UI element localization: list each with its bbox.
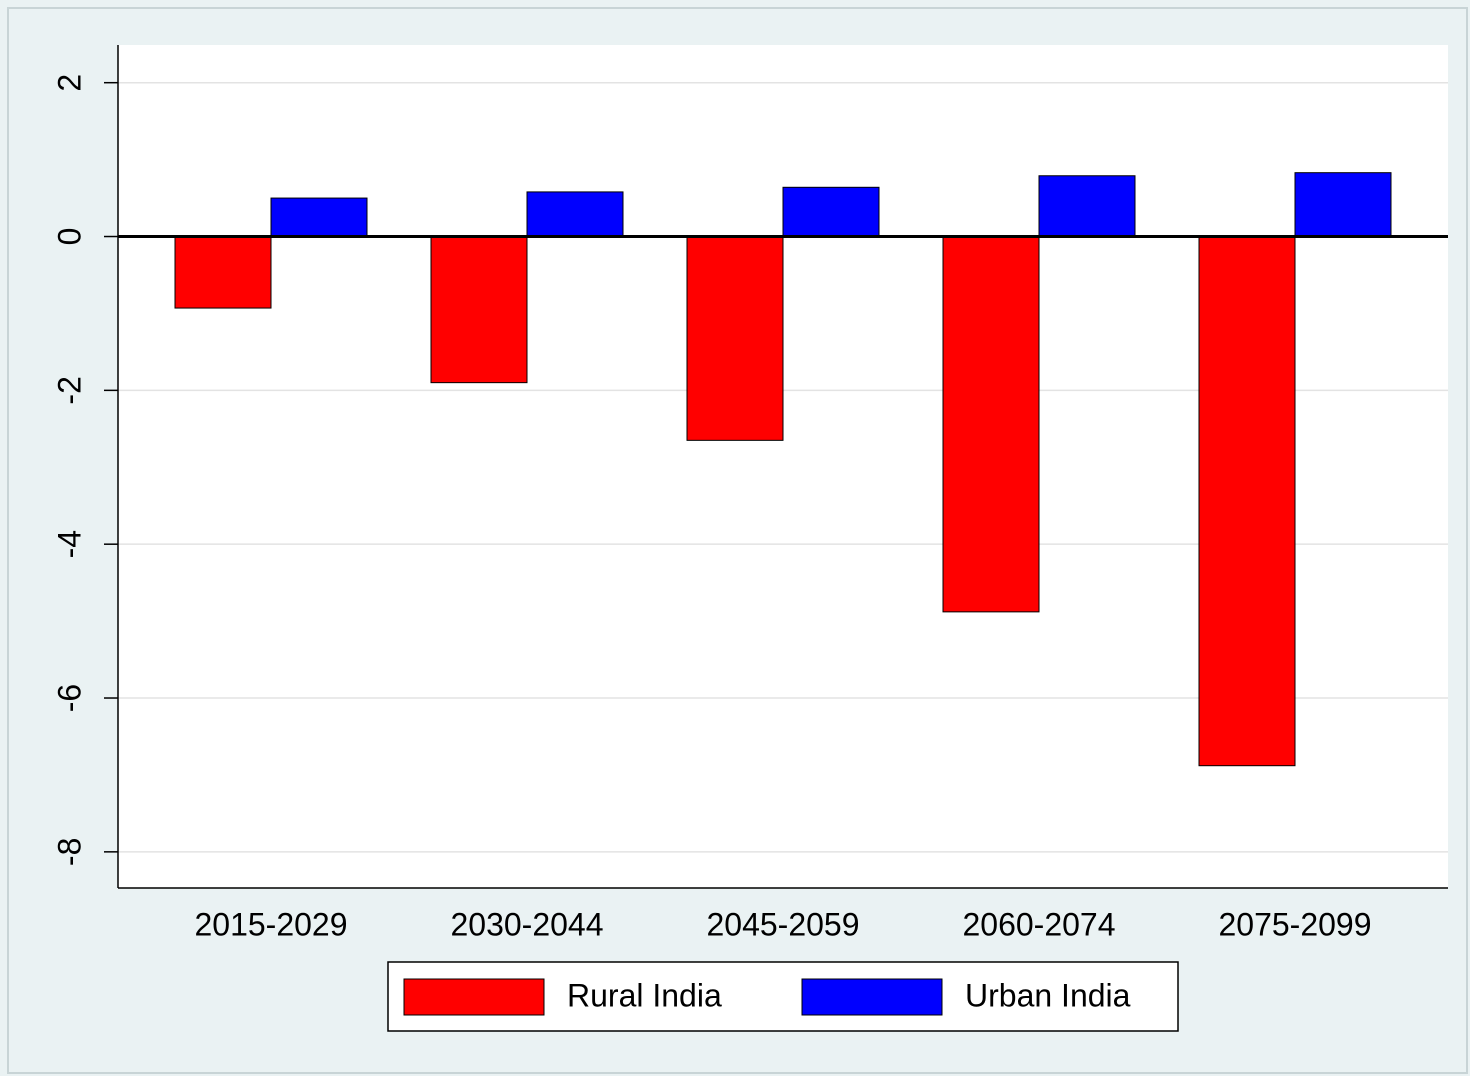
y-tick-label: -6 — [51, 684, 87, 712]
axes: 2 0 -2 -4 -6 -8 2015-2029 2030-2044 2045-2059 206… — [51, 45, 1448, 942]
x-tick-label: 2015-2029 — [194, 906, 347, 942]
bar — [782, 186, 880, 238]
bar — [1294, 172, 1392, 238]
legend-label: Urban India — [965, 977, 1131, 1013]
bar — [1198, 236, 1296, 767]
bar — [1038, 175, 1136, 238]
bar — [942, 236, 1040, 613]
x-tick-label: 2060-2074 — [962, 906, 1115, 942]
x-tick-label: 2030-2044 — [450, 906, 603, 942]
frame — [7, 7, 1468, 1074]
legend: Rural India Urban India — [387, 961, 1179, 1032]
legend-swatch — [801, 978, 943, 1016]
legend-label: Rural India — [567, 977, 722, 1013]
bar — [430, 236, 528, 384]
y-tick-label: -4 — [51, 530, 87, 558]
x-tick-label: 2075-2099 — [1218, 906, 1371, 942]
bar — [686, 236, 784, 441]
bar — [270, 197, 368, 238]
y-tick-label: 0 — [51, 228, 87, 246]
x-tick-label: 2045-2059 — [706, 906, 859, 942]
bars — [174, 172, 1392, 767]
legend-swatch — [403, 978, 545, 1016]
y-tick-label: 2 — [51, 74, 87, 92]
bar — [526, 191, 624, 238]
y-tick-label: -2 — [51, 376, 87, 404]
y-tick-label: -8 — [51, 838, 87, 866]
bar — [174, 236, 272, 309]
